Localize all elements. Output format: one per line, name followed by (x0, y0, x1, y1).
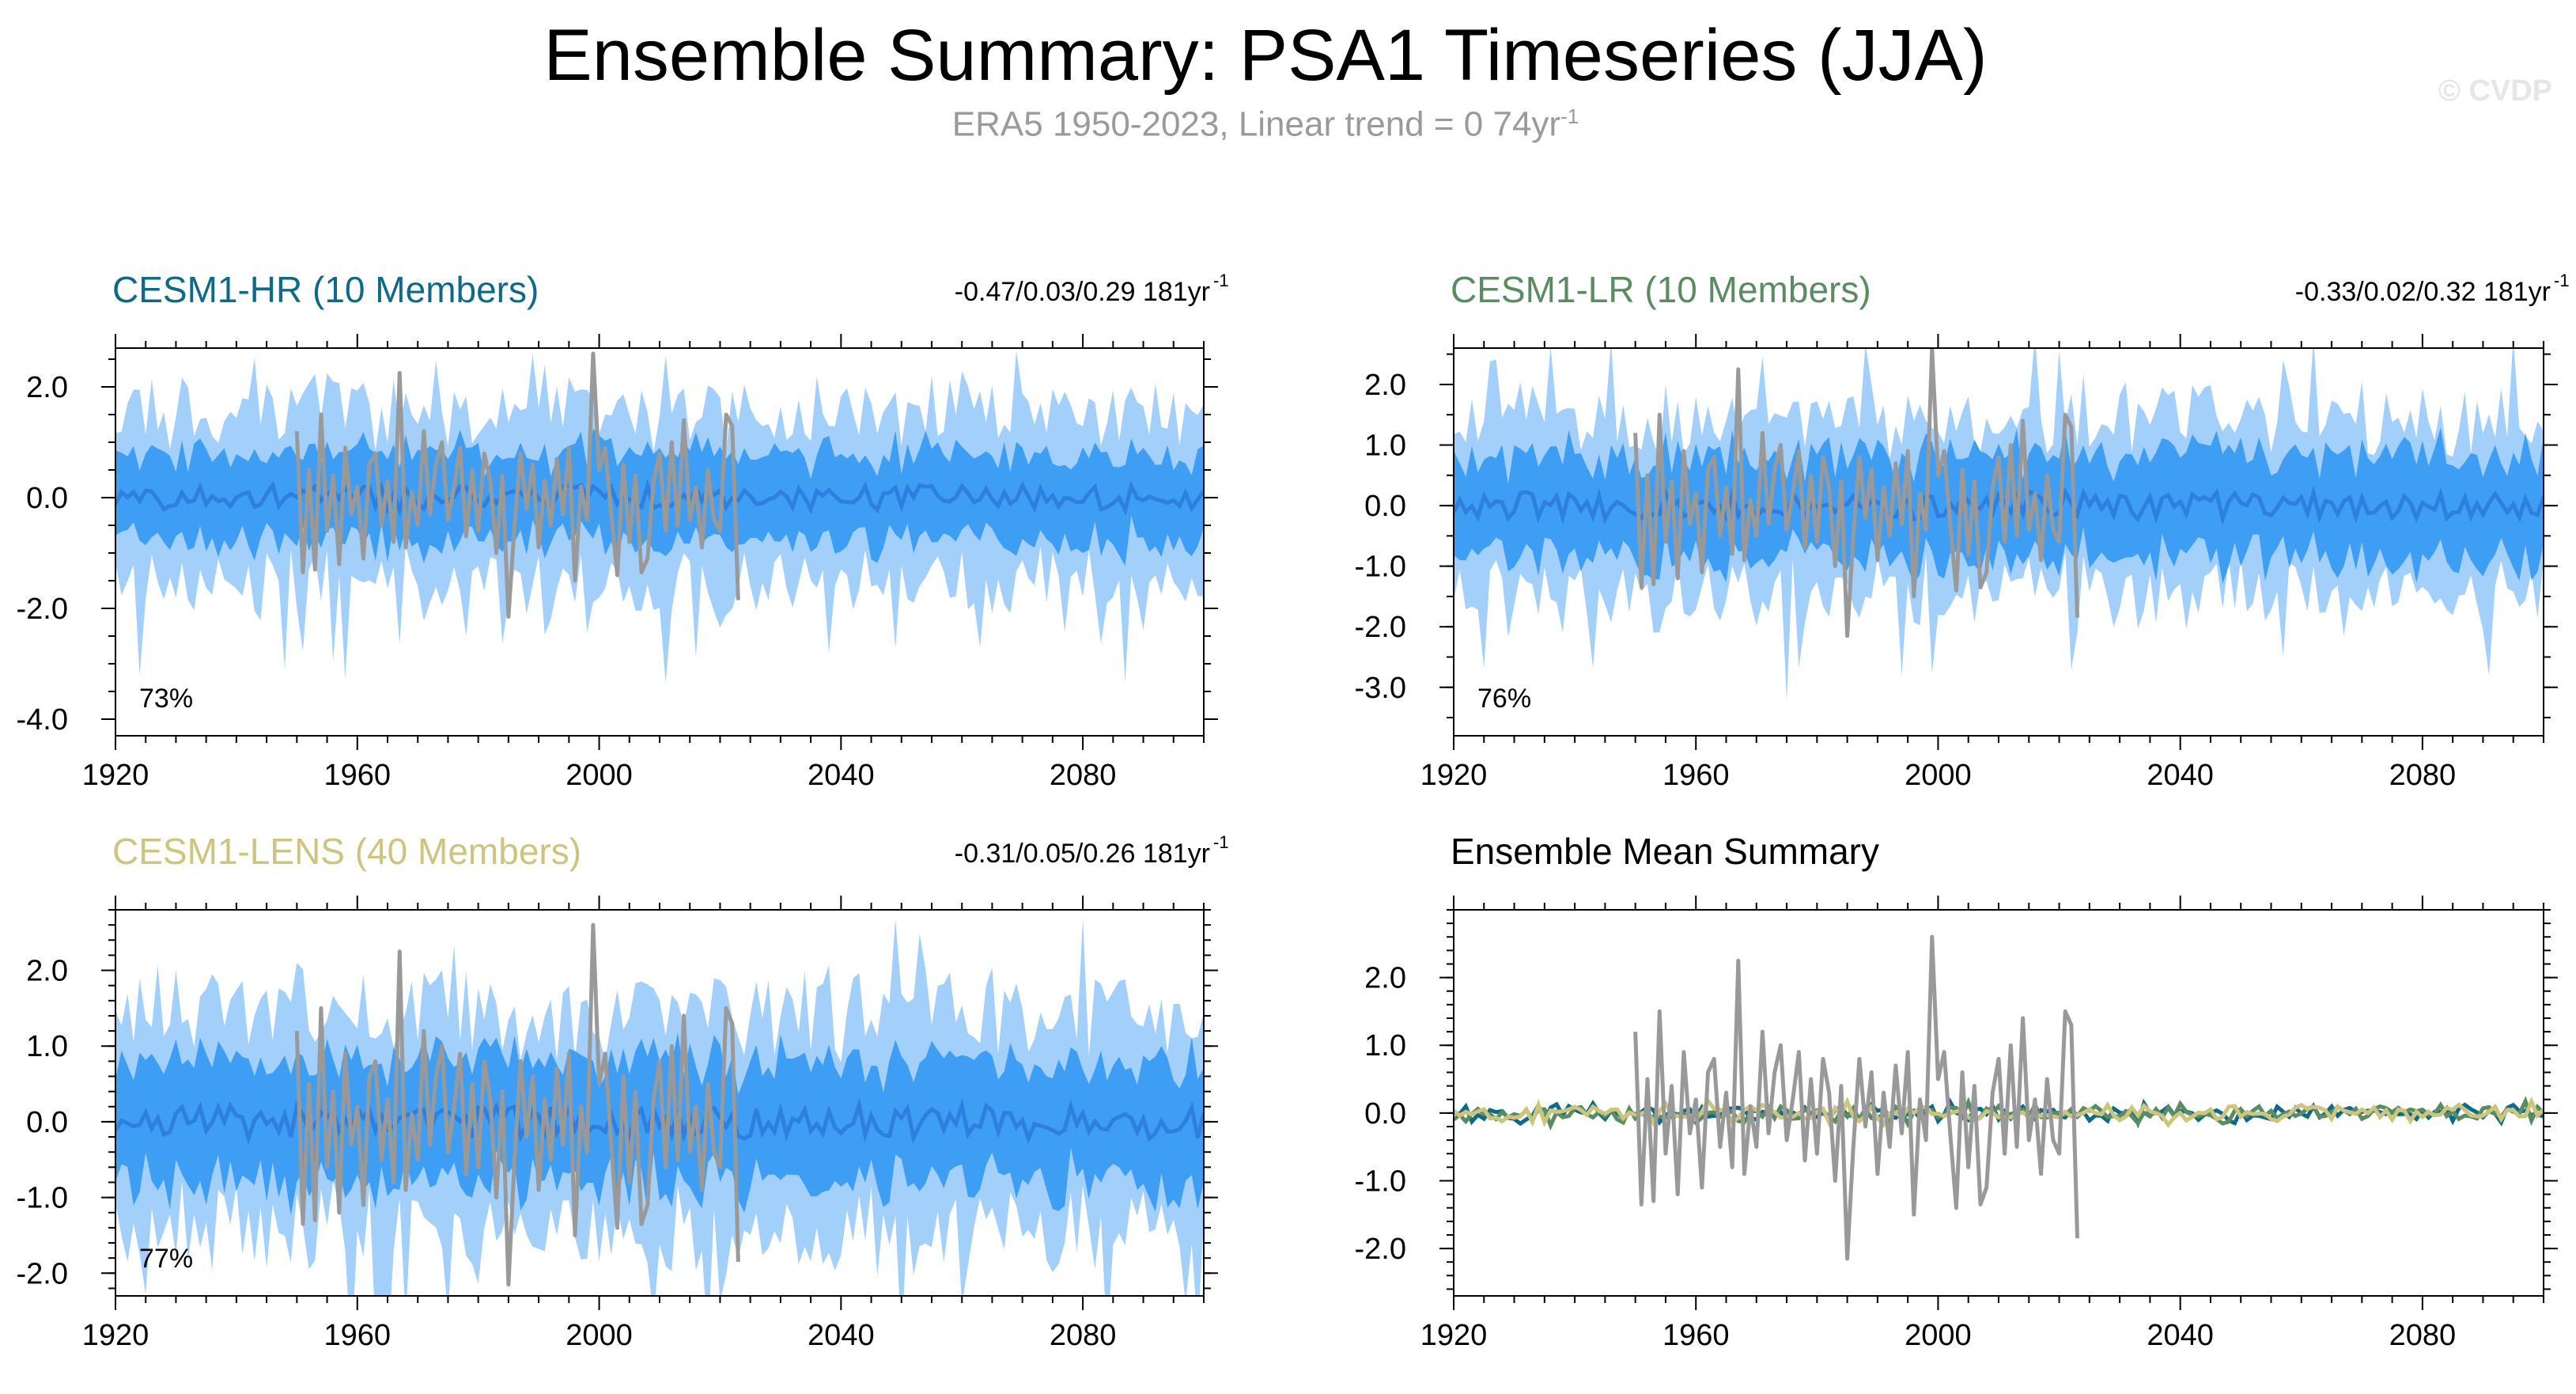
y-tick-label: 0.0 (1364, 490, 1406, 523)
x-tick-label: 1920 (82, 759, 149, 792)
panel-title: CESM1-LR (10 Members) (1451, 269, 1871, 310)
y-tick-label: 0.0 (1364, 1097, 1406, 1131)
y-tick-label: -2.0 (17, 1257, 68, 1290)
y-tick-label: -2.0 (17, 593, 68, 626)
x-tick-label: 2040 (2147, 1319, 2214, 1352)
series-line-cesm1-lr (1454, 1096, 2544, 1131)
series-line-cesm1-lens (1454, 1096, 2544, 1128)
x-tick-label: 1920 (1420, 759, 1488, 792)
panel-stats-superscript: -1 (1213, 271, 1229, 290)
y-tick-label: 2.0 (26, 371, 68, 404)
panel-stats: -0.47/0.03/0.29 181yr (955, 277, 1210, 307)
x-tick-label: 2000 (1905, 1319, 1972, 1352)
percent-label: 73% (139, 684, 193, 714)
x-tick-label: 1960 (1662, 759, 1730, 792)
y-tick-label: 2.0 (1364, 369, 1406, 402)
inner-range-band (115, 428, 1204, 566)
page-title: Ensemble Summary: PSA1 Timeseries (JJA) (543, 15, 1988, 96)
observation-line (294, 922, 740, 1287)
ensemble-mean-line (1454, 485, 2544, 526)
subtitle-superscript: -1 (1560, 104, 1579, 128)
y-tick-label: -3.0 (1355, 672, 1406, 705)
x-tick-label: 2000 (566, 1319, 633, 1352)
plot-area (1454, 934, 2544, 1261)
x-tick-label: 2040 (808, 1319, 875, 1352)
x-tick-label: 1960 (324, 759, 392, 792)
panel-stats: -0.33/0.02/0.32 181yr (2295, 277, 2551, 307)
observation-line (1633, 348, 2080, 638)
panel-hr: 1920 1960 2000 2040 2080 2.0 0.0 -2.0 -4.0 CESM1-… (17, 269, 1229, 792)
x-tick-label: 1960 (1662, 1319, 1730, 1352)
plot-area (115, 350, 1204, 684)
plot-area (1454, 348, 2544, 701)
x-tick-label: 1960 (324, 1319, 392, 1352)
x-tick-label: 2080 (1050, 759, 1117, 792)
y-tick-label: 2.0 (26, 955, 68, 988)
panel-title: CESM1-LENS (40 Members) (112, 831, 581, 872)
page-subtitle: ERA5 1950-2023, Linear trend = 0 74yr-1 (0, 104, 2531, 145)
percent-label: 77% (139, 1244, 193, 1274)
panel-title: Ensemble Mean Summary (1451, 831, 1879, 872)
panel-stats-superscript: -1 (2554, 271, 2570, 290)
x-tick-label: 2080 (2389, 759, 2457, 792)
x-tick-label: 2000 (566, 759, 633, 792)
y-tick-label: -2.0 (1355, 1233, 1406, 1266)
y-tick-label: 1.0 (1364, 430, 1406, 463)
ensemble-mean-line (115, 478, 1204, 517)
y-tick-label: 2.0 (1364, 962, 1406, 995)
y-tick-label: 0.0 (26, 1106, 68, 1139)
x-tick-label: 2040 (2147, 759, 2214, 792)
subtitle-text: ERA5 1950-2023, Linear trend = 0 74yr (951, 104, 1561, 144)
y-tick-label: 1.0 (26, 1030, 68, 1063)
plot-frame (1453, 909, 2544, 1297)
panel-stats-superscript: -1 (1213, 832, 1229, 852)
panel-summary: 1920 1960 2000 2040 2080 2.0 1.0 0.0 -1.0 -2.0 Ens… (1355, 831, 2558, 1352)
y-tick-label: -2.0 (1355, 611, 1406, 644)
cvdp-watermark: © CVDP (2438, 74, 2552, 108)
x-tick-label: 1920 (1420, 1319, 1488, 1352)
observation-line (294, 351, 740, 619)
x-tick-label: 2000 (1905, 759, 1972, 792)
x-tick-label: 1920 (82, 1319, 149, 1352)
y-tick-label: 0.0 (26, 482, 68, 515)
y-tick-label: -4.0 (17, 703, 68, 737)
x-tick-label: 2080 (2389, 1319, 2457, 1352)
y-tick-label: -1.0 (17, 1182, 68, 1215)
panel-title: CESM1-HR (10 Members) (112, 269, 539, 310)
y-tick-label: 1.0 (1364, 1029, 1406, 1063)
percent-label: 76% (1477, 684, 1531, 714)
panel-stats: -0.31/0.05/0.26 181yr (955, 839, 1210, 869)
inner-range-band (1454, 427, 2544, 585)
x-tick-label: 2040 (808, 759, 875, 792)
plot-area (115, 918, 1204, 1296)
ensemble-mean-line (115, 1097, 1204, 1146)
x-tick-label: 2080 (1050, 1319, 1117, 1352)
panel-lens: 1920 1960 2000 2040 2080 2.0 1.0 0.0 -1.0 -2.0 CES… (17, 831, 1229, 1352)
panel-lr: 1920 1960 2000 2040 2080 2.0 1.0 0.0 -1.0 -2.0 -3.… (1355, 269, 2570, 792)
y-tick-label: -1.0 (1355, 1165, 1406, 1198)
observation-line (1633, 934, 2080, 1261)
y-tick-label: -1.0 (1355, 551, 1406, 584)
